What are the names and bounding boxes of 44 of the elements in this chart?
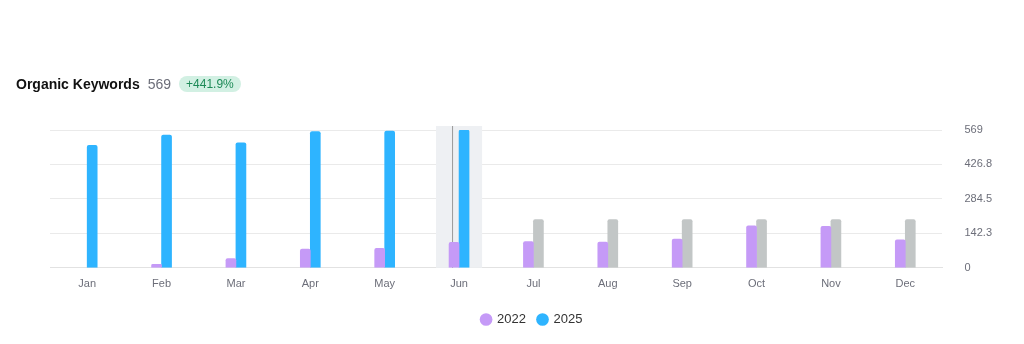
bar xyxy=(448,242,460,268)
bar xyxy=(894,239,906,268)
x-tick-label: Feb xyxy=(152,277,172,290)
chart-title: Organic Keywords xyxy=(16,76,140,92)
x-tick-label: Apr xyxy=(301,277,320,290)
x-tick-label: Aug xyxy=(598,277,618,290)
bar xyxy=(225,258,237,268)
bar xyxy=(458,130,470,268)
bar xyxy=(299,248,311,268)
y-tick-label: 569 xyxy=(964,123,983,136)
legend-label: 2022 xyxy=(497,311,526,327)
x-tick-label: Mar xyxy=(226,277,246,290)
x-tick-label: Dec xyxy=(895,277,916,290)
x-tick-label: Oct xyxy=(747,277,766,290)
legend-label: 2025 xyxy=(553,311,583,327)
bar xyxy=(384,130,396,268)
y-tick-label: 284.5 xyxy=(964,191,992,204)
x-tick-label: Jul xyxy=(526,277,541,290)
bar xyxy=(607,219,619,268)
bar xyxy=(597,241,609,268)
bar xyxy=(830,219,842,268)
bar xyxy=(523,241,534,268)
bar xyxy=(904,219,916,268)
bar xyxy=(309,131,321,268)
bar xyxy=(533,219,544,268)
x-tick-label: Jun xyxy=(450,277,468,290)
y-tick-label: 426.8 xyxy=(964,157,992,170)
bar xyxy=(235,142,247,268)
bar xyxy=(820,226,832,268)
x-tick-label: May xyxy=(374,277,396,290)
bar xyxy=(746,225,757,268)
x-tick-label: Jan xyxy=(78,277,97,290)
bar xyxy=(374,248,386,268)
bar xyxy=(86,144,98,268)
bar xyxy=(671,238,683,268)
bar xyxy=(756,219,767,268)
bar xyxy=(161,134,172,268)
x-tick-label: Sep xyxy=(672,277,692,290)
x-tick-label: Nov xyxy=(821,277,842,290)
y-tick-label: 0 xyxy=(964,260,971,273)
bar xyxy=(681,219,693,268)
text: +441.9% xyxy=(179,76,241,92)
y-tick-label: 142.3 xyxy=(964,226,992,239)
chart-subtitle: 569 xyxy=(147,76,172,92)
